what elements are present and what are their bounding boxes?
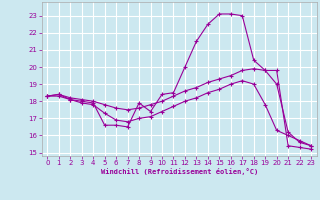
X-axis label: Windchill (Refroidissement éolien,°C): Windchill (Refroidissement éolien,°C) [100, 168, 258, 175]
